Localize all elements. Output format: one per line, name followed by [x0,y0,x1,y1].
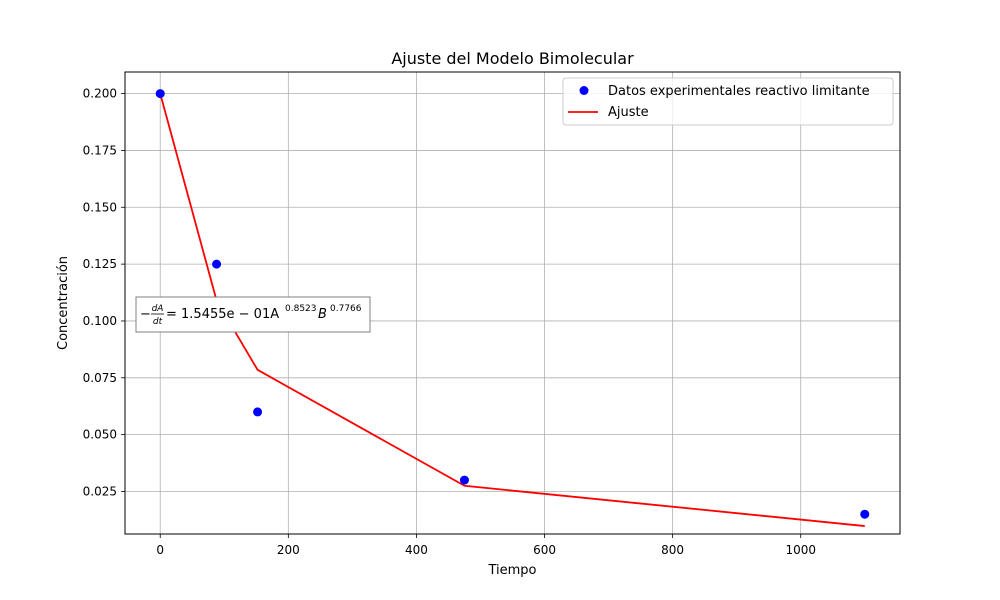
y-tick-label: 0.150 [83,200,117,214]
y-tick-label: 0.075 [83,371,117,385]
x-tick-label: 200 [277,543,300,557]
data-point [253,407,263,417]
x-tick-label: 1000 [785,543,816,557]
equation-box [135,296,371,333]
equation-body: = 1.5455e − 01A [166,307,279,322]
equation-minus: − [140,307,151,322]
legend-box [562,77,894,126]
y-tick-label: 0.050 [83,428,117,442]
legend-label-ajuste: Ajuste [608,105,649,120]
grid [125,72,900,534]
data-point [155,89,165,99]
equation-annotation: − dA dt = 1.5455e − 01A 0.8523 B 0.7766 [135,296,371,333]
y-tick-label: 0.100 [83,314,117,328]
equation-frac-den: dt [153,317,163,327]
y-axis-label: Concentración [56,256,71,350]
y-tick-label: 0.200 [83,87,117,101]
y-tick-label: 0.175 [83,143,117,157]
fit-line-layer [159,93,865,527]
x-tick-label: 800 [661,543,684,557]
legend-label-datos: Datos experimentales reactivo limitante [608,84,870,99]
x-tick-label: 400 [405,543,428,557]
x-tick-label: 0 [156,543,164,557]
equation-exp-a: 0.8523 [285,304,317,314]
y-axis-ticks: 0.025 0.050 0.075 0.100 0.125 0.150 0.175 0.200 [83,87,125,498]
data-point [212,259,222,269]
fit-line-ajuste [159,93,865,527]
y-tick-label: 0.025 [83,484,117,498]
plot-area-frame [124,71,901,535]
data-point [860,509,870,519]
data-point [459,475,469,485]
equation-exp-b: 0.7766 [330,304,362,314]
x-axis-ticks: 0 200 400 600 800 1000 [156,534,816,557]
equation-frac-num: dA [152,304,164,314]
legend: Datos experimentales reactivo limitante … [562,77,894,126]
y-tick-label: 0.125 [83,257,117,271]
chart-title: Ajuste del Modelo Bimolecular [391,49,634,68]
x-axis-label: Tiempo [487,563,536,578]
legend-scatter-marker [579,86,589,95]
points-layer [155,89,870,519]
x-tick-label: 600 [533,543,556,557]
equation-var-b: B [318,307,327,322]
